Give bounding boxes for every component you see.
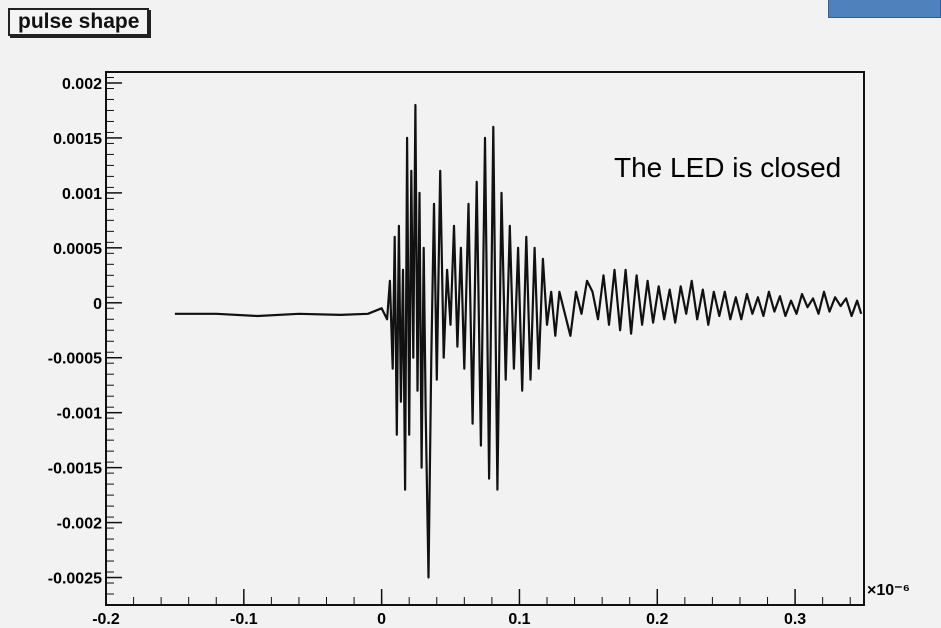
y-tick-label: -0.0025 — [48, 571, 102, 588]
y-tick-label: -0.002 — [57, 516, 102, 533]
plot-frame — [105, 71, 865, 606]
y-tick-label: 0.002 — [62, 76, 102, 93]
x-axis-tick-labels: -0.2 -0.1 0 0.1 0.2 0.3 — [92, 611, 806, 628]
chart-title: pulse shape — [8, 8, 150, 36]
y-tick-label: 0.0015 — [53, 131, 102, 148]
y-tick-label: 0 — [93, 296, 102, 313]
pulse-series-line — [174, 103, 863, 579]
x-tick-label: -0.1 — [230, 611, 258, 628]
y-tick-label: -0.0005 — [48, 351, 102, 368]
y-tick-label: -0.0015 — [48, 461, 102, 478]
y-tick-label: 0.001 — [62, 186, 102, 203]
slide-note-text: The LED is closed — [614, 152, 842, 183]
y-tick-label: -0.001 — [57, 406, 102, 423]
x-tick-label: 0.2 — [646, 611, 668, 628]
y-axis-tick-labels: 0.002 0.0015 0.001 0.0005 0 -0.0005 -0.001 -0.0… — [48, 76, 102, 588]
x-axis-ticks — [105, 589, 851, 605]
y-tick-label: 0.0005 — [53, 241, 102, 258]
x-tick-label: 0.3 — [784, 611, 806, 628]
y-axis-ticks — [106, 76, 122, 606]
x-exponent-label: ×10⁻⁶ — [867, 582, 910, 599]
x-tick-label: 0.1 — [508, 611, 530, 628]
x-tick-label: 0 — [377, 611, 386, 628]
x-tick-label: -0.2 — [92, 611, 120, 628]
